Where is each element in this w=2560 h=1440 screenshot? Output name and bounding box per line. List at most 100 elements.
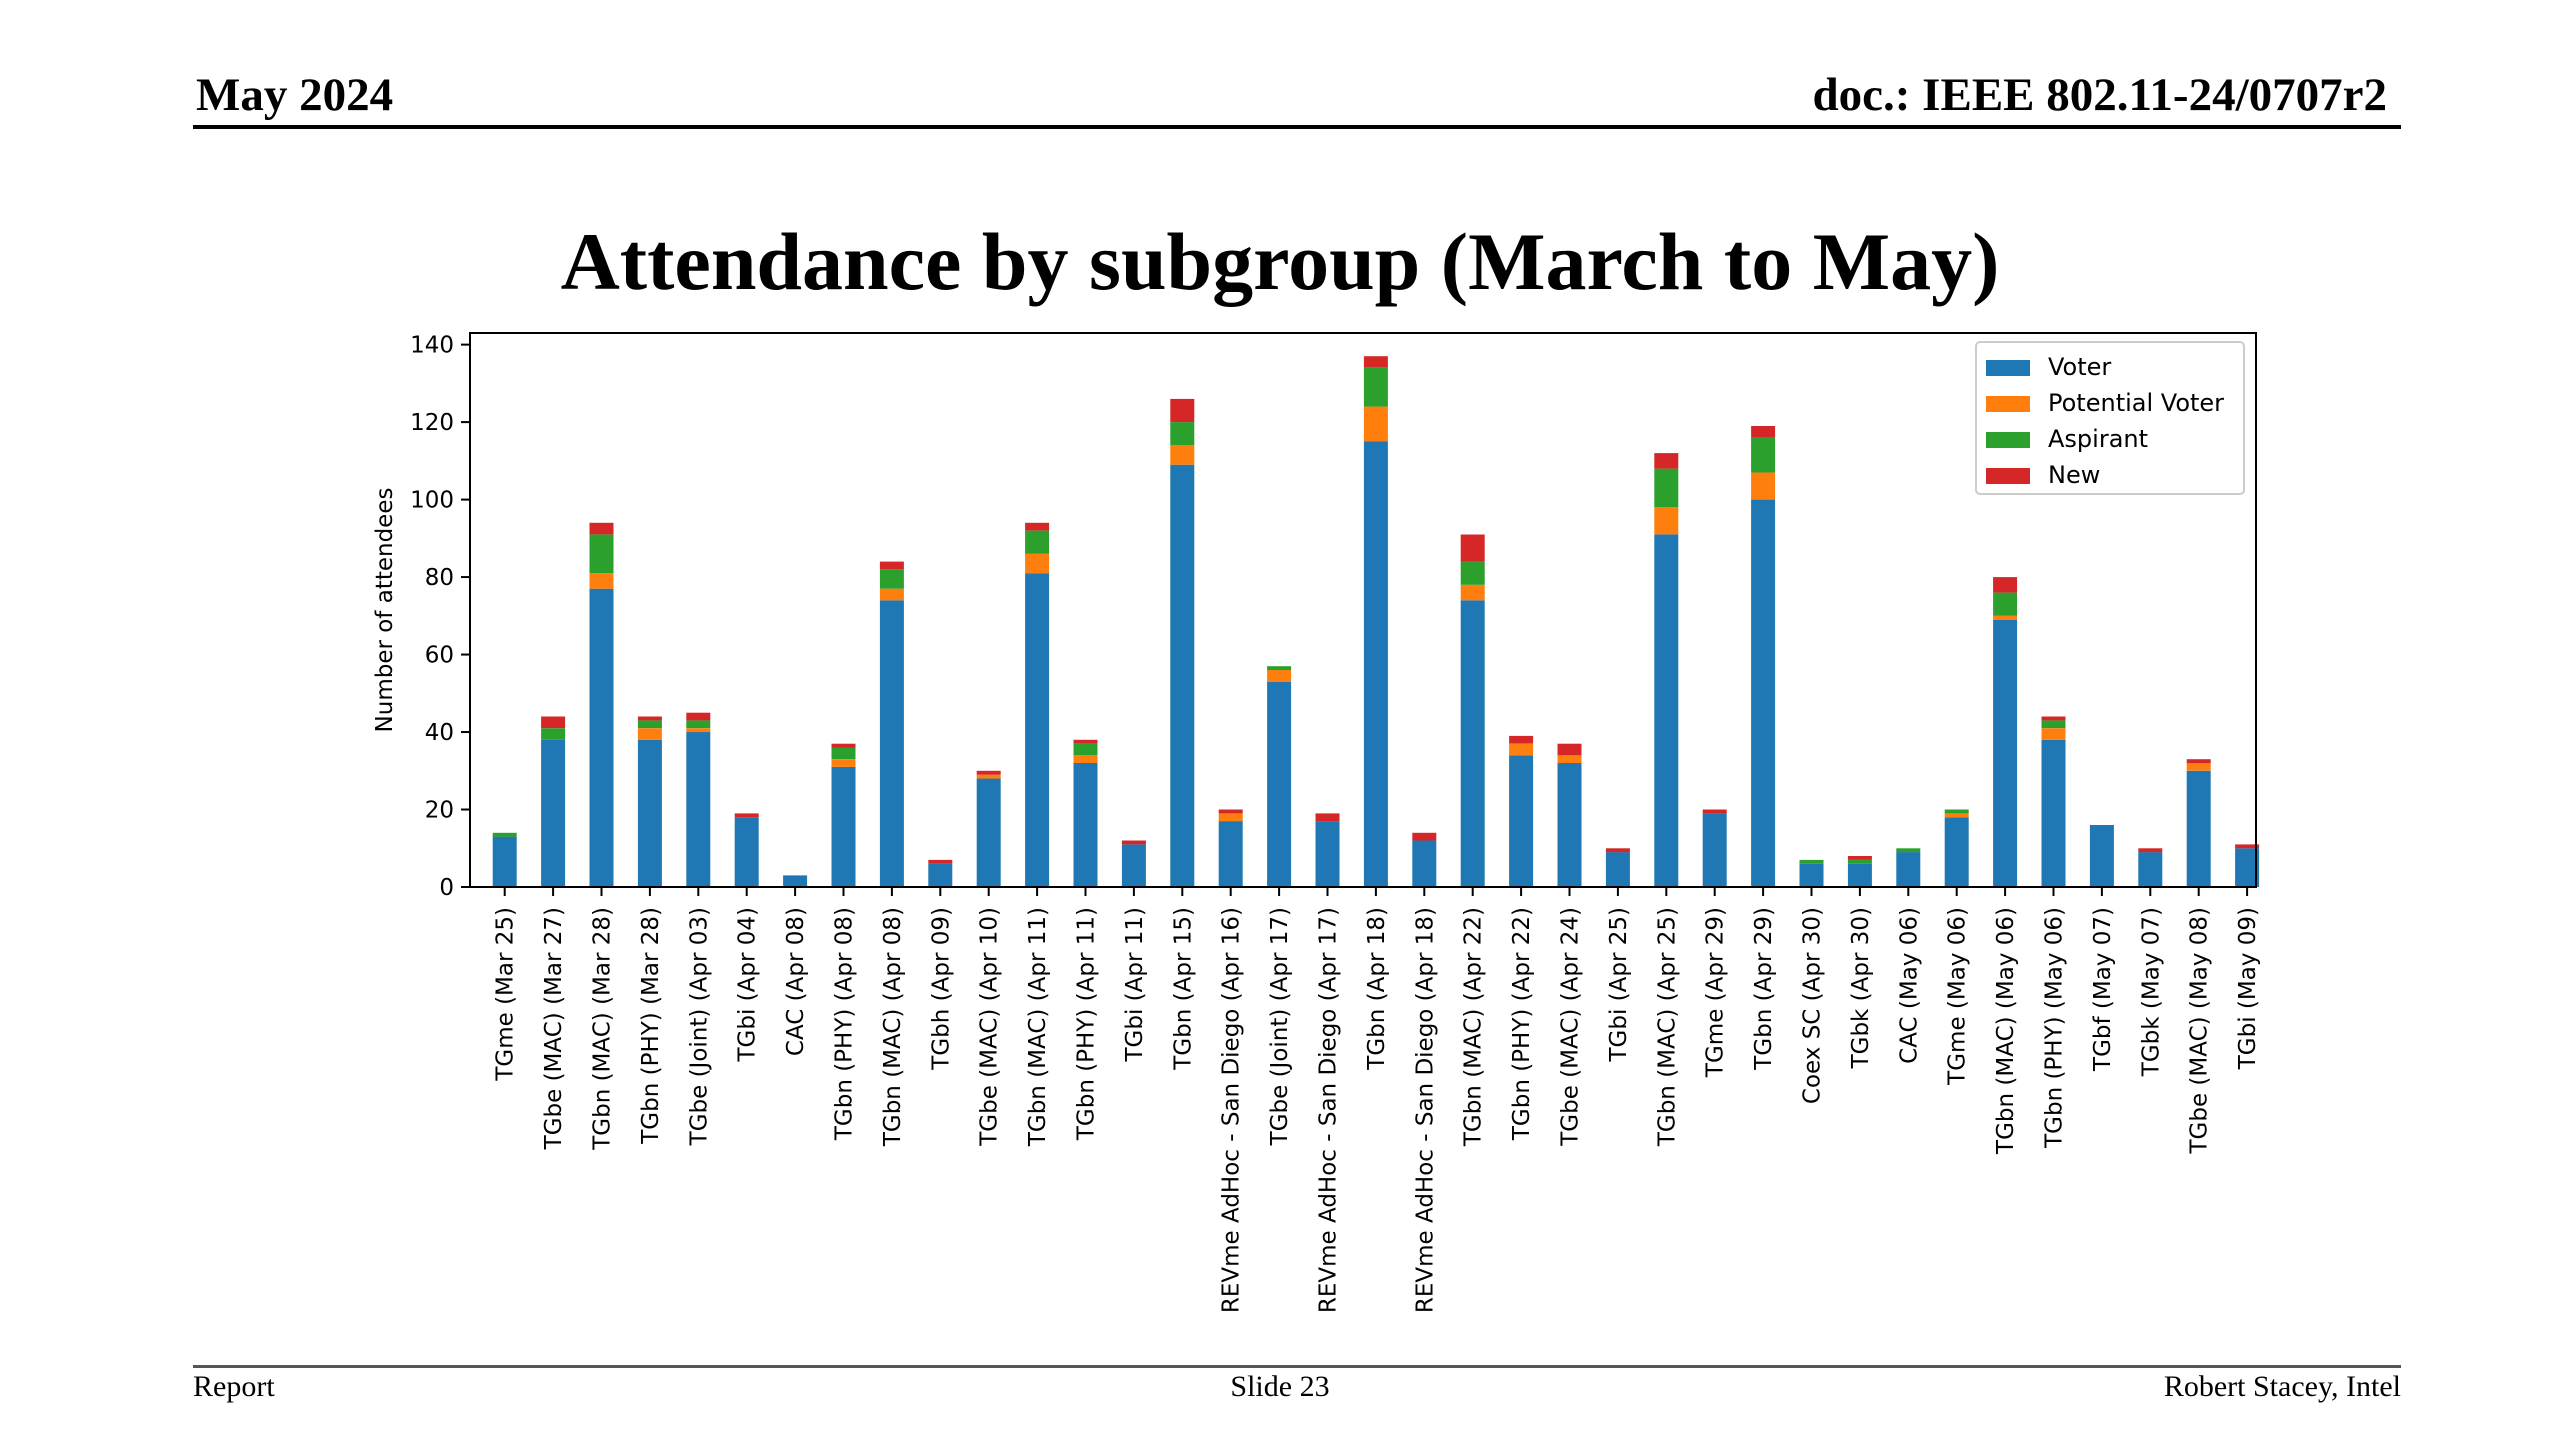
y-tick-label: 140 xyxy=(410,333,454,359)
x-tick-label: TGbf (May 07) xyxy=(2090,907,2116,1072)
bar-segment-voter xyxy=(1170,464,1195,887)
bar-segment-potential-voter xyxy=(1557,755,1582,763)
header-date: May 2024 xyxy=(196,69,394,121)
bar-segment-new xyxy=(1557,743,1582,756)
legend: Voter Potential Voter Aspirant New xyxy=(1975,341,2245,495)
x-tick-label: TGbn (PHY) (Apr 08) xyxy=(832,907,858,1141)
x-tick-label: REVme AdHoc - San Diego (Apr 16) xyxy=(1219,907,1245,1313)
x-tick-label: TGbi (Apr 11) xyxy=(1122,907,1148,1063)
bar-segment-new xyxy=(2138,848,2163,853)
bar-segment-potential-voter xyxy=(589,573,614,589)
bar-segment-new xyxy=(2186,759,2211,764)
y-tick-label: 0 xyxy=(439,875,454,901)
x-tick-label: TGme (Mar 25) xyxy=(493,907,519,1082)
bar-segment-potential-voter xyxy=(1218,813,1243,822)
bar-segment-voter xyxy=(1121,844,1146,887)
x-tick-label: CAC (Apr 08) xyxy=(783,907,809,1056)
y-axis-label: Number of attendees xyxy=(372,488,398,733)
x-tick-label: TGbh (Apr 09) xyxy=(928,907,954,1071)
bar-segment-voter xyxy=(1412,840,1437,887)
bar-segment-new xyxy=(1993,577,2018,593)
bar-segment-voter xyxy=(1944,817,1969,887)
bar-segment-voter xyxy=(1073,763,1098,887)
bar-segment-new xyxy=(686,712,711,721)
bar-segment-potential-voter xyxy=(1751,472,1776,500)
x-tick-label: TGbn (Apr 15) xyxy=(1170,907,1196,1071)
x-tick-label: REVme AdHoc - San Diego (Apr 18) xyxy=(1412,907,1438,1313)
x-tick-label: TGme (May 06) xyxy=(1945,907,1971,1086)
bar-segment-aspirant xyxy=(879,569,904,589)
bar-segment-potential-voter xyxy=(1363,406,1388,442)
bar-segment-voter xyxy=(2186,770,2211,887)
y-tick-label: 20 xyxy=(425,798,454,824)
bar-segment-aspirant xyxy=(1993,592,2018,616)
bar-segment-voter xyxy=(1218,821,1243,887)
bar-segment-new xyxy=(1218,809,1243,814)
footer-left-text: Report xyxy=(193,1370,275,1403)
bar-segment-aspirant xyxy=(1799,859,1824,864)
header-doc-id: doc.: IEEE 802.11-24/0707r2 xyxy=(1812,69,2387,121)
bar-segment-new xyxy=(1363,356,1388,368)
header-divider xyxy=(193,125,2401,129)
bar-segment-new xyxy=(831,743,856,748)
x-tick-label: Coex SC (Apr 30) xyxy=(1800,907,1826,1104)
bar-segment-aspirant xyxy=(1267,666,1292,671)
bar-segment-new xyxy=(928,859,953,864)
x-tick-label: TGbn (MAC) (Apr 11) xyxy=(1025,907,1051,1147)
bar-segment-new xyxy=(1073,739,1098,744)
x-tick-label: TGbn (MAC) (Apr 22) xyxy=(1461,907,1487,1147)
footer-author: Robert Stacey, Intel xyxy=(2163,1370,2401,1403)
x-tick-label: TGbi (May 09) xyxy=(2235,907,2261,1070)
bar-segment-new xyxy=(589,522,614,535)
x-tick-label: TGbn (PHY) (Apr 11) xyxy=(1074,907,1100,1141)
bar-segment-potential-voter xyxy=(637,728,662,740)
bar-segment-potential-voter xyxy=(831,759,856,767)
bar-segment-aspirant xyxy=(686,720,711,729)
bar-segment-aspirant xyxy=(1847,859,1872,864)
bar-segment-new xyxy=(734,813,759,818)
bar-segment-potential-voter xyxy=(1267,670,1292,682)
bar-segment-aspirant xyxy=(1896,848,1921,853)
bar-segment-new xyxy=(1654,453,1679,469)
legend-label: Potential Voter xyxy=(2048,389,2224,417)
legend-swatch xyxy=(1986,360,2030,376)
bar-segment-voter xyxy=(1605,852,1630,887)
bar-segment-aspirant xyxy=(1363,367,1388,407)
x-tick-label: TGbi (Apr 04) xyxy=(735,907,761,1063)
x-tick-label: CAC (May 06) xyxy=(1896,907,1922,1064)
bar-segment-new xyxy=(2041,716,2066,721)
bar-segment-aspirant xyxy=(831,747,856,760)
bar-segment-voter xyxy=(1993,619,2018,887)
slide-title: Attendance by subgroup (March to May) xyxy=(560,216,2000,307)
bar-segment-voter xyxy=(1751,499,1776,887)
legend-swatch xyxy=(1986,396,2030,412)
legend-box xyxy=(1975,341,2245,495)
bar-segment-voter xyxy=(1896,852,1921,887)
bar-segment-voter xyxy=(637,739,662,887)
x-tick-label: TGbn (PHY) (May 06) xyxy=(2042,907,2068,1149)
bar-segment-potential-voter xyxy=(1509,743,1534,756)
y-tick-label: 60 xyxy=(425,643,454,669)
bar-segment-aspirant xyxy=(1751,437,1776,473)
bar-segment-voter xyxy=(1509,755,1534,887)
bar-segment-potential-voter xyxy=(1654,507,1679,535)
bar-segment-new xyxy=(1702,809,1727,814)
x-tick-label: TGbn (PHY) (Mar 28) xyxy=(638,907,664,1145)
x-tick-label: TGbn (MAC) (Apr 08) xyxy=(880,907,906,1147)
bar-segment-voter xyxy=(1025,573,1050,887)
bar-segment-voter xyxy=(2089,825,2114,887)
bar-segment-voter xyxy=(1315,821,1340,887)
legend-swatch xyxy=(1986,432,2030,448)
bar-segment-voter xyxy=(1460,600,1485,887)
bar-segment-voter xyxy=(1654,534,1679,887)
y-tick-label: 100 xyxy=(410,488,454,514)
x-tick-label: TGbn (Apr 29) xyxy=(1751,907,1777,1071)
bar-segment-voter xyxy=(1799,863,1824,887)
bar-segment-potential-voter xyxy=(1460,584,1485,601)
bar-segment-voter xyxy=(1702,813,1727,887)
bar-segment-new xyxy=(1025,522,1050,531)
bar-segment-aspirant xyxy=(1025,530,1050,554)
bar-segment-potential-voter xyxy=(2041,728,2066,740)
bar-segment-new xyxy=(541,716,566,729)
